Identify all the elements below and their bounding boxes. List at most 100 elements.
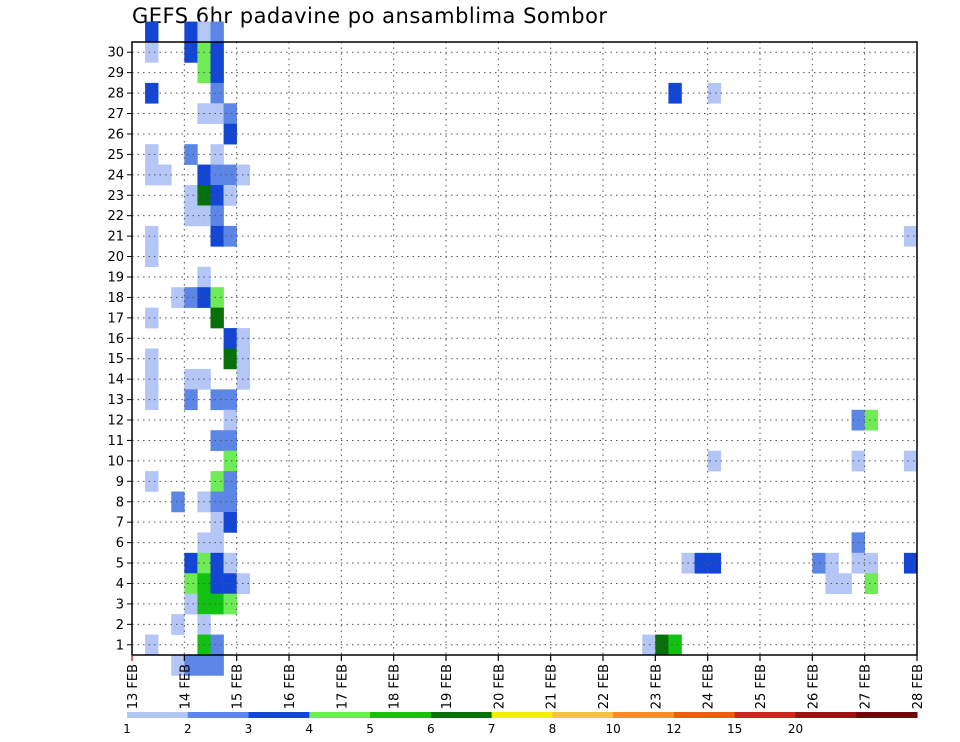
y-tick-label: 14 bbox=[107, 373, 124, 388]
colorbar-swatch bbox=[187, 712, 250, 718]
heatmap-cell bbox=[223, 103, 237, 125]
colorbar-label: 12 bbox=[666, 722, 681, 736]
heatmap-cell bbox=[210, 573, 224, 594]
colorbar-swatch bbox=[613, 712, 675, 718]
heatmap-cell bbox=[210, 532, 224, 554]
heatmap-cell bbox=[184, 42, 198, 63]
x-tick-label: 25 FEB bbox=[754, 664, 769, 709]
heatmap-cell bbox=[184, 205, 198, 227]
heatmap-cell bbox=[223, 164, 237, 186]
heatmap-cell bbox=[223, 471, 237, 492]
x-tick-label: 23 FEB bbox=[649, 664, 664, 709]
heatmap-cell bbox=[223, 491, 237, 513]
heatmap-cell bbox=[210, 42, 224, 63]
y-tick-label: 13 bbox=[107, 393, 124, 408]
y-tick-label: 24 bbox=[107, 168, 124, 183]
y-tick-label: 21 bbox=[107, 230, 124, 245]
y-tick-label: 15 bbox=[107, 352, 124, 367]
heatmap-cell bbox=[210, 307, 224, 329]
colorbar-swatch bbox=[370, 712, 432, 718]
heatmap-cell bbox=[210, 144, 224, 165]
colorbar-label: 1 bbox=[123, 722, 131, 736]
x-axis: 13 FEB 14 FEB 15 FEB 16 FEB 17 FEB 18 FEB 19 F… bbox=[126, 655, 926, 709]
colorbar-swatch bbox=[795, 712, 857, 718]
heatmap-cell bbox=[171, 655, 185, 676]
heatmap-cell bbox=[223, 430, 237, 451]
heatmap-cell bbox=[171, 287, 185, 308]
y-tick-label: 16 bbox=[107, 332, 124, 347]
heatmap-cell bbox=[223, 450, 237, 472]
heatmap-cell bbox=[223, 123, 237, 145]
heatmap-cell bbox=[210, 471, 224, 492]
heatmap-cell bbox=[210, 389, 224, 411]
heatmap-cell bbox=[145, 307, 159, 329]
heatmap-cell bbox=[210, 82, 224, 104]
heatmap-cell bbox=[668, 634, 682, 656]
x-tick-label: 24 FEB bbox=[702, 664, 717, 709]
colorbar-label: 2 bbox=[184, 722, 192, 736]
plot-frame bbox=[131, 41, 918, 656]
heatmap-cell bbox=[825, 552, 839, 574]
y-tick-label: 11 bbox=[107, 434, 124, 449]
x-tick-label: 20 FEB bbox=[492, 664, 507, 709]
colorbar-swatch bbox=[248, 712, 310, 718]
heatmap-cell bbox=[210, 287, 224, 308]
x-tick-label: 16 FEB bbox=[283, 664, 298, 709]
colorbar-label: 8 bbox=[549, 722, 557, 736]
heatmap-cell bbox=[223, 389, 237, 411]
colorbar-swatch bbox=[309, 712, 371, 718]
heatmap-cell bbox=[145, 246, 159, 268]
y-tick-label: 8 bbox=[116, 495, 124, 510]
y-tick-label: 4 bbox=[116, 577, 124, 592]
heatmap-cell bbox=[184, 185, 198, 206]
colorbar: 1 2 3 4 5 6 7 8 10 12 15 20 bbox=[123, 712, 918, 736]
heatmap-cell bbox=[210, 552, 224, 574]
heatmap-cell bbox=[197, 21, 211, 43]
heatmap-cell bbox=[903, 225, 918, 247]
y-tick-label: 23 bbox=[107, 189, 124, 204]
y-axis: 1234567891011121314151617181920212223242… bbox=[107, 46, 132, 653]
colorbar-label: 4 bbox=[305, 722, 313, 736]
heatmap-cell bbox=[210, 511, 224, 533]
colorbar-label: 10 bbox=[606, 722, 621, 736]
y-tick-label: 28 bbox=[107, 87, 124, 102]
y-tick-label: 26 bbox=[107, 127, 124, 142]
heatmap-cell bbox=[707, 552, 722, 574]
heatmap-cells bbox=[145, 21, 918, 676]
heatmap-cell bbox=[184, 593, 198, 615]
heatmap-cell bbox=[158, 164, 172, 186]
y-tick-label: 1 bbox=[116, 638, 124, 653]
colorbar-swatch bbox=[430, 712, 493, 718]
heatmap-cell bbox=[642, 634, 656, 656]
heatmap-cell bbox=[864, 552, 879, 574]
colorbar-label: 7 bbox=[488, 722, 496, 736]
heatmap-cell bbox=[145, 164, 159, 186]
y-tick-label: 10 bbox=[107, 454, 124, 469]
heatmap-cell bbox=[145, 225, 159, 247]
heatmap-cell bbox=[210, 655, 224, 676]
heatmap-cell bbox=[145, 471, 159, 492]
colorbar-label: 20 bbox=[788, 722, 803, 736]
heatmap-cell bbox=[184, 21, 198, 43]
heatmap-cell bbox=[210, 103, 224, 125]
x-tick-label: 15 FEB bbox=[231, 664, 246, 709]
colorbar-label: 6 bbox=[427, 722, 435, 736]
x-tick-label: 19 FEB bbox=[440, 664, 455, 709]
colorbar-swatch bbox=[127, 712, 189, 718]
y-tick-label: 5 bbox=[116, 557, 124, 572]
colorbar-label: 5 bbox=[366, 722, 374, 736]
x-tick-label: 13 FEB bbox=[126, 664, 141, 709]
heatmap-cell bbox=[210, 205, 224, 227]
heatmap-cell bbox=[145, 634, 159, 656]
y-tick-label: 19 bbox=[107, 270, 124, 285]
heatmap-cell bbox=[184, 655, 198, 676]
y-tick-label: 25 bbox=[107, 148, 124, 163]
y-tick-label: 7 bbox=[116, 516, 124, 531]
heatmap-cell bbox=[223, 593, 237, 615]
heatmap-cell bbox=[210, 634, 224, 656]
heatmap-cell bbox=[210, 491, 224, 513]
y-tick-label: 9 bbox=[116, 475, 124, 490]
heatmap-cell bbox=[171, 614, 185, 635]
heatmap-cell bbox=[184, 368, 198, 390]
